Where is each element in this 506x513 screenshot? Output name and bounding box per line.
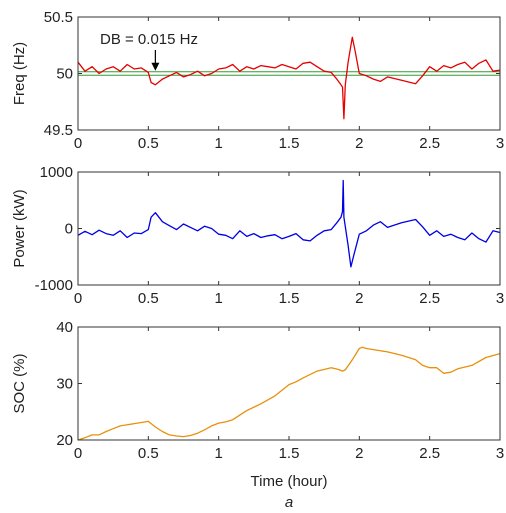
annotation-arrow-head (151, 62, 160, 71)
x-tick-label: 2 (355, 135, 363, 152)
x-tick-label: 1 (214, 135, 222, 152)
x-tick-label: 3 (496, 445, 504, 462)
x-tick-label: 3 (496, 290, 504, 307)
x-tick-label: 0.5 (138, 445, 159, 462)
x-tick-label: 2.5 (419, 445, 440, 462)
x-tick-label: 1.5 (279, 135, 300, 152)
y-tick-label: 0 (65, 221, 73, 238)
x-tick-label: 3 (496, 135, 504, 152)
soc-series-line (77, 346, 501, 441)
y-tick-label: 50.5 (44, 9, 73, 26)
y-tick-label: 30 (56, 376, 73, 393)
x-tick-label: 1.5 (279, 290, 300, 307)
x-tick-label: 1 (214, 290, 222, 307)
freq-y-axis-label: Freq (Hz) (11, 42, 28, 105)
power-axes-frame (77, 171, 501, 286)
y-tick-label: 40 (56, 319, 73, 336)
y-tick-label: 1000 (40, 164, 73, 181)
soc-panel: 0 0.5 1 1.5 2 2.5 3 20 30 40 SOC (%) Time (hour) (11, 319, 504, 490)
y-tick-label: -1000 (35, 277, 73, 294)
x-tick-label: 2 (355, 445, 363, 462)
x-tick-label: 0 (74, 445, 82, 462)
freq-panel: 0 0.5 1 1.5 2 2.5 3 49.5 50 50.5 Freq (Hz) DB = 0.0… (11, 9, 504, 152)
power-series-line (77, 179, 501, 268)
x-tick-label: 1 (214, 445, 222, 462)
y-tick-label: 20 (56, 432, 73, 449)
x-tick-label: 0.5 (138, 290, 159, 307)
power-y-axis-label: Power (kW) (11, 189, 28, 267)
figure-caption: a (285, 494, 293, 511)
y-tick-label: 49.5 (44, 122, 73, 139)
soc-y-axis-label: SOC (%) (11, 353, 28, 413)
x-tick-label: 0 (74, 290, 82, 307)
freq-series-line (77, 36, 501, 120)
x-axis-label: Time (hour) (251, 473, 328, 490)
x-tick-label: 1.5 (279, 445, 300, 462)
x-tick-label: 0.5 (138, 135, 159, 152)
y-tick-label: 50 (56, 66, 73, 83)
x-tick-label: 2 (355, 290, 363, 307)
x-tick-label: 2.5 (419, 135, 440, 152)
x-tick-label: 0 (74, 135, 82, 152)
deadband-annotation: DB = 0.015 Hz (100, 31, 198, 48)
x-tick-label: 2.5 (419, 290, 440, 307)
